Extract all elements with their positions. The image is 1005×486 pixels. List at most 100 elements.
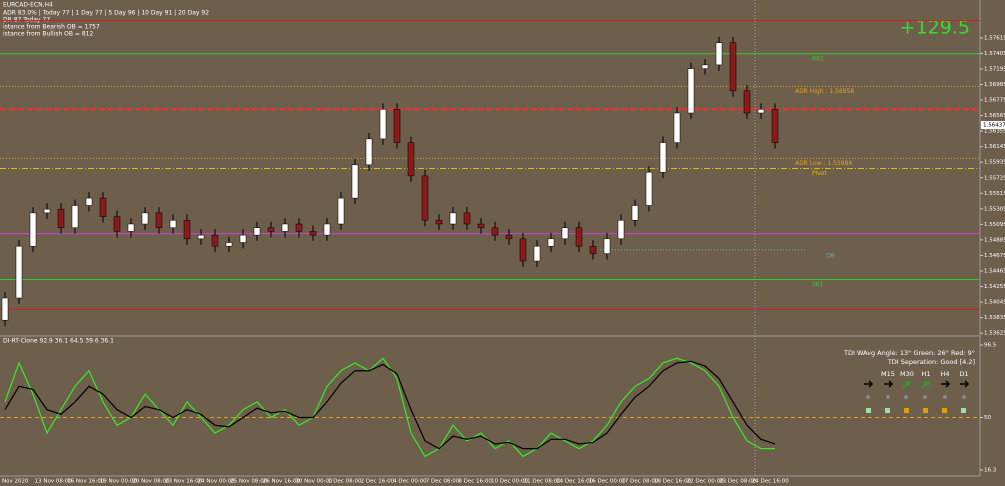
- candle-body: [211, 234, 219, 247]
- dot: [943, 395, 947, 399]
- candle-body: [169, 220, 177, 228]
- timeframe-label: M15: [881, 370, 895, 378]
- candle-body: [505, 234, 513, 240]
- time-label: 18 Dec 16:00: [654, 479, 691, 485]
- y-tick-label: 1.56565: [984, 113, 1005, 119]
- dot: [923, 395, 927, 399]
- time-label: 24 Dec 16:00: [752, 479, 789, 485]
- candle-body: [267, 227, 275, 232]
- time-label: 13 Nov 08:00: [35, 479, 73, 485]
- y-tick-label: 1.54675: [984, 253, 1005, 259]
- candle-body: [547, 238, 555, 247]
- tdi-arrows: [864, 380, 970, 389]
- dot: [962, 395, 966, 399]
- candle-body: [659, 142, 667, 173]
- candle-body: [729, 42, 737, 92]
- candle-body: [617, 220, 625, 240]
- candle-body: [197, 234, 205, 240]
- candle-body: [43, 208, 51, 214]
- time-label: 16 Nov 16:00: [67, 479, 105, 485]
- time-label: 4 Dec 00:00: [393, 479, 427, 485]
- square: [961, 408, 966, 413]
- time-label: 14 Dec 16:00: [556, 479, 593, 485]
- dot: [904, 395, 908, 399]
- y-tick-label: 1.55305: [984, 206, 1005, 212]
- candle-body: [85, 197, 93, 206]
- level-label: OB: [826, 252, 835, 259]
- candle-body: [673, 112, 681, 143]
- time-label: 10 Dec 00:00: [491, 479, 528, 485]
- candle-body: [365, 138, 373, 166]
- candle-body: [379, 109, 387, 140]
- candle-body: [281, 223, 289, 232]
- time-label: 8 Dec 16:00: [458, 479, 492, 485]
- tdi-angle: TDI WAvg Angle: 13° Green: 26° Red: 9°: [843, 349, 975, 357]
- candle-body: [323, 223, 331, 236]
- y-tick-label: 1.53625: [984, 331, 1005, 337]
- candle-body: [295, 223, 303, 232]
- y-tick-label: 1.56985: [984, 82, 1005, 88]
- square: [942, 408, 947, 413]
- timeframe-label: M30: [900, 370, 914, 378]
- candle-body: [463, 212, 471, 225]
- y-tick-label: 1.57615: [984, 35, 1005, 41]
- candle-body: [309, 231, 317, 236]
- time-label: 17 Dec 08:00: [621, 479, 658, 485]
- candle-body: [589, 245, 597, 254]
- arrow: [960, 380, 970, 388]
- y-tick-label: 1.56775: [984, 98, 1005, 104]
- indicator-line: [4, 357, 775, 458]
- timeframe-label: H1: [921, 370, 930, 378]
- candle-body: [491, 227, 499, 236]
- timeframe-label: H4: [940, 370, 949, 378]
- time-label: 7 Dec 08:00: [426, 479, 460, 485]
- price-tag-label: 1.56437: [983, 123, 1005, 129]
- square: [904, 408, 909, 413]
- level-label: ADR High : 1.56958: [795, 88, 854, 95]
- candle-body: [29, 212, 37, 247]
- candle-body: [771, 109, 779, 143]
- arrow: [921, 381, 929, 389]
- candle-body: [701, 64, 709, 69]
- time-label: 22 Dec 00:00: [687, 479, 724, 485]
- candle-body: [603, 238, 611, 254]
- time-label: 16 Dec 00:00: [589, 479, 626, 485]
- arrow: [902, 381, 910, 389]
- indicator-title: DI-RT-Clone 92.9 36.1 64.5 39.6 36.1: [3, 338, 114, 345]
- candle-body: [533, 245, 541, 262]
- candle-body: [449, 212, 457, 225]
- candle-body: [393, 109, 401, 143]
- arrow: [884, 380, 894, 388]
- time-label: 1 Dec 08:00: [328, 479, 362, 485]
- y-tick-label: 1.57195: [984, 66, 1005, 72]
- square: [923, 408, 928, 413]
- candle-body: [15, 245, 23, 299]
- candle-body: [435, 220, 443, 225]
- adr: ADR 83.0% | Today 77 | 1 Day 77 | 5 Day …: [3, 10, 209, 17]
- y-tick-label: 1.55095: [984, 222, 1005, 228]
- time-label: Nov 2020: [2, 479, 29, 485]
- y-tick-label: 96.5: [984, 343, 997, 349]
- indicator-line: [4, 360, 776, 450]
- candle-body: [519, 238, 527, 262]
- candle-body: [99, 197, 107, 217]
- dot: [886, 395, 890, 399]
- candle-body: [575, 227, 583, 247]
- y-tick-label: 1.54465: [984, 268, 1005, 274]
- bearish-distance: istance from Bearish OB = 1757: [3, 24, 100, 31]
- candle-body: [743, 90, 751, 114]
- time-label: 11 Dec 08:00: [524, 479, 561, 485]
- square: [866, 408, 871, 413]
- time-label: 23 Nov 16:00: [165, 479, 203, 485]
- candle-body: [71, 205, 79, 228]
- candle-body: [631, 205, 639, 221]
- arrow: [864, 380, 874, 388]
- candle-body: [645, 171, 653, 206]
- candle-body: [225, 242, 233, 247]
- candle-body: [757, 109, 765, 114]
- candle-body: [561, 227, 569, 240]
- time-label: 23 Dec 08:00: [719, 479, 756, 485]
- dot: [866, 395, 870, 399]
- candle-body: [421, 175, 429, 221]
